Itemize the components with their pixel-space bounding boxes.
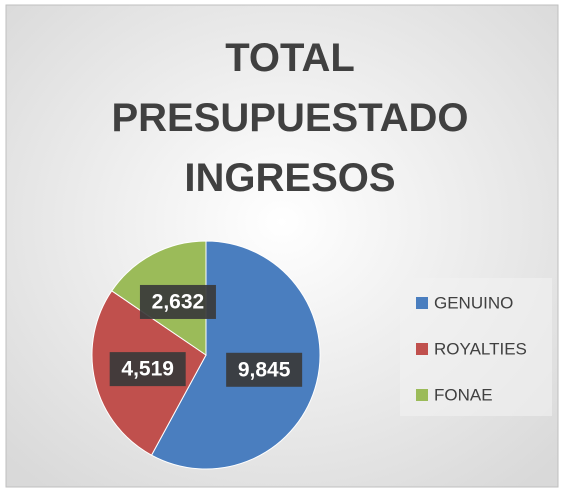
legend-label: ROYALTIES xyxy=(434,339,527,358)
data-label: 2,632 xyxy=(152,291,205,314)
data-label-box xyxy=(139,284,216,319)
legend-swatch xyxy=(416,297,428,309)
data-label-box xyxy=(226,352,303,387)
legend-label: FONAE xyxy=(434,385,493,404)
legend-swatch xyxy=(416,389,428,401)
data-label: 4,519 xyxy=(121,358,174,381)
chart-title: TOTAL PRESUPUESTADO INGRESOS xyxy=(111,36,469,200)
data-label: 9,845 xyxy=(238,358,291,381)
legend-swatch xyxy=(416,343,428,355)
legend-label: GENUINO xyxy=(434,293,513,312)
data-label-box xyxy=(109,352,186,387)
